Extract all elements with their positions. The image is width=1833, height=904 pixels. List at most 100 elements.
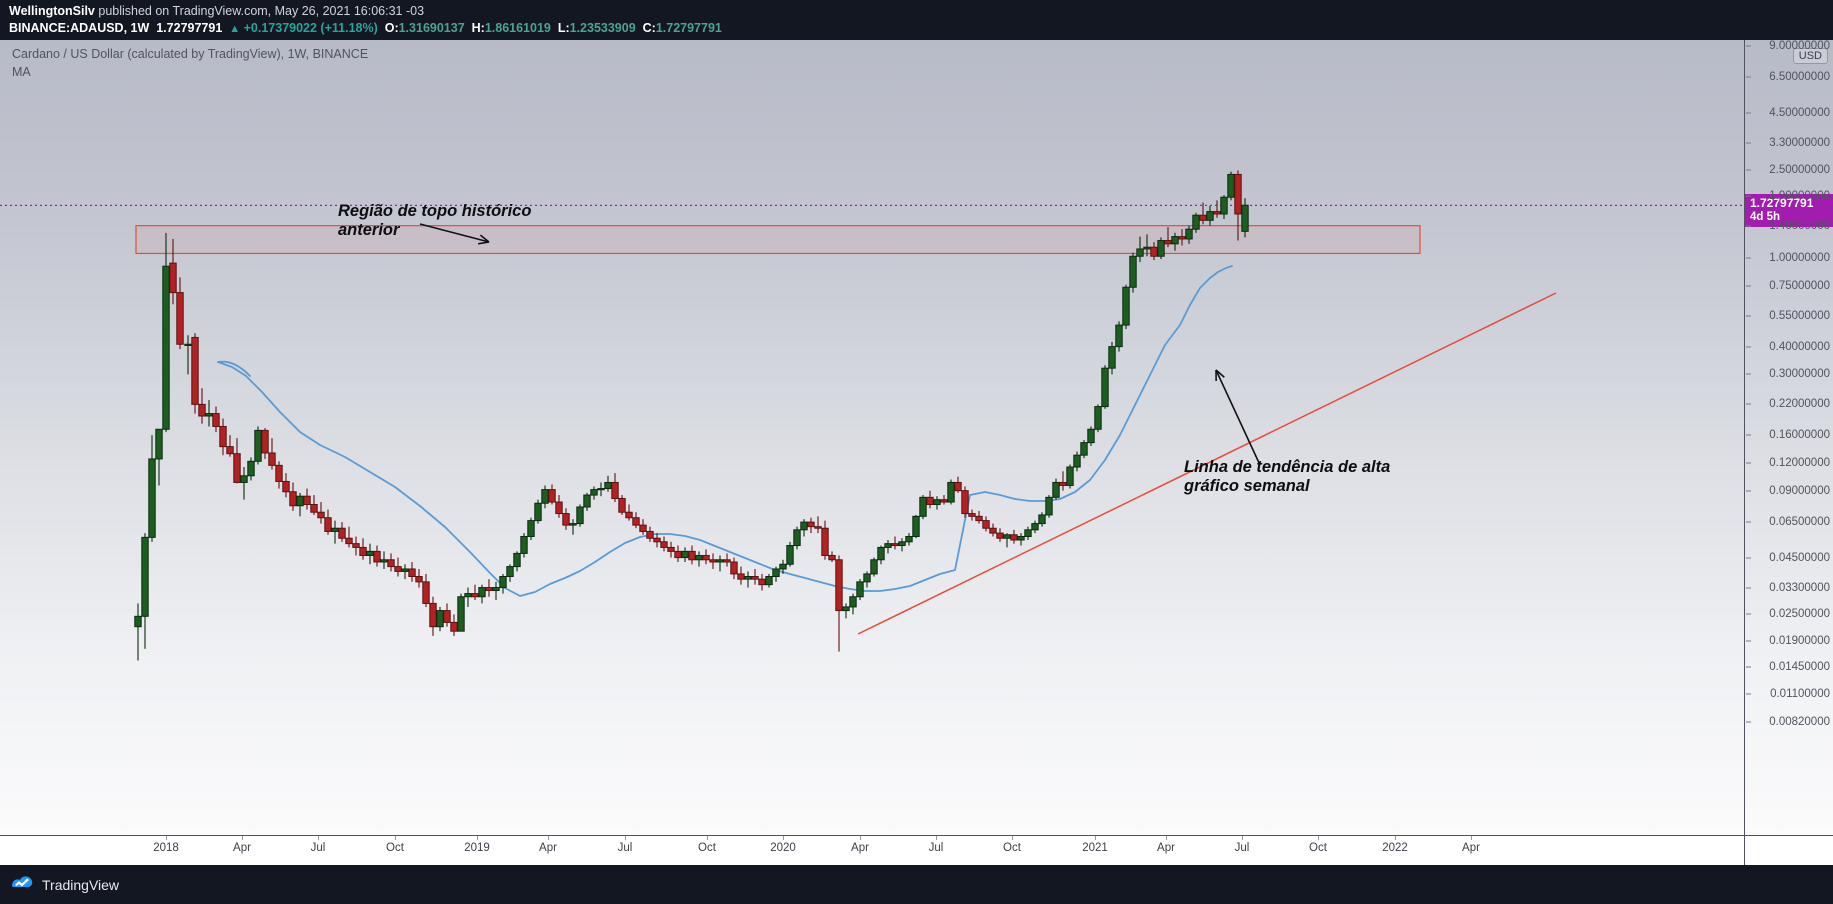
candle-body — [219, 425, 227, 448]
candle — [793, 526, 801, 550]
price-tick-label: 6.50000000 — [1769, 71, 1830, 84]
candle — [863, 571, 871, 588]
footer-bar: TradingView — [0, 865, 1833, 904]
candle-body — [359, 546, 367, 556]
candle-body — [366, 550, 374, 556]
historic-top-region-note: Região de topo histórico anterior — [338, 202, 532, 239]
candle-body — [450, 621, 458, 632]
price-tick-label: 0.00820000 — [1769, 716, 1830, 728]
candle-body — [1157, 240, 1165, 257]
candle — [800, 519, 808, 537]
candle — [674, 545, 682, 562]
price-tick-label: 0.75000000 — [1769, 279, 1830, 292]
candle-body — [162, 265, 170, 430]
time-tick-mark — [860, 836, 861, 840]
candle-body — [464, 593, 472, 598]
time-tick-label: 2022 — [1382, 842, 1408, 854]
candle — [394, 557, 402, 577]
candle-body — [1038, 514, 1046, 525]
candle-body — [1073, 454, 1081, 468]
candle-body — [373, 550, 381, 563]
candle-body — [779, 563, 787, 570]
candle — [877, 545, 885, 565]
price-tick-mark — [1746, 434, 1751, 436]
candle-body — [226, 446, 234, 455]
candle-body — [443, 610, 451, 623]
candle-body — [632, 517, 640, 526]
candle — [275, 461, 283, 489]
candle-body — [331, 527, 339, 532]
candle — [485, 579, 493, 597]
candle-body — [513, 552, 521, 568]
candle-body — [800, 521, 808, 531]
candle-body — [155, 428, 163, 460]
price-tick-label: 0.03300000 — [1769, 581, 1830, 594]
time-tick-mark — [1318, 836, 1319, 840]
candle-body — [1164, 240, 1172, 245]
candle — [919, 495, 927, 520]
candle-body — [1108, 346, 1116, 369]
candle-body — [1136, 248, 1144, 257]
candle-body — [1010, 534, 1018, 541]
price-tick-mark — [1746, 346, 1751, 348]
chart-plot-area[interactable]: Cardano / US Dollar (calculated by Tradi… — [0, 40, 1744, 835]
candle-body — [1101, 367, 1109, 408]
candle — [1143, 234, 1151, 257]
candle-body — [394, 566, 402, 572]
time-tick-label: 2019 — [464, 842, 490, 854]
candle — [723, 553, 731, 567]
candle-body — [134, 615, 142, 628]
price-tick-label: 1.90000000 — [1769, 190, 1830, 203]
price-axis[interactable]: USD 1.72797791 4d 5h 9.00000000 6.5000000… — [1744, 40, 1833, 835]
price-tick-mark — [1746, 587, 1751, 589]
candle-body — [289, 491, 297, 507]
candle — [1038, 512, 1046, 527]
symbol-quote-line: BINANCE:ADAUSD, 1W 1.72797791 ▲ +0.17379… — [9, 20, 1833, 38]
time-tick-mark — [1395, 836, 1396, 840]
time-tick-mark — [477, 836, 478, 840]
candle-body — [1031, 523, 1039, 531]
uptrend-annotation-arrow — [1215, 369, 1261, 466]
candle-body — [303, 495, 311, 505]
candle — [1024, 526, 1032, 540]
candle — [842, 603, 850, 619]
candle-body — [191, 336, 199, 405]
candle — [268, 438, 276, 470]
time-axis[interactable]: 2018 Apr Jul Oct 2019 Apr Jul Oct 2020 Apr Jul Oct 2… — [0, 835, 1833, 866]
historic-top-zone-rect[interactable] — [135, 225, 1421, 255]
weekly-uptrend-line[interactable] — [857, 292, 1557, 635]
candle-body — [457, 596, 465, 632]
candle — [604, 475, 612, 492]
candle — [450, 614, 458, 636]
time-tick-mark — [548, 836, 549, 840]
time-tick-label: Apr — [539, 842, 557, 854]
candle — [289, 482, 297, 511]
candle — [695, 551, 703, 567]
moving-average-stub — [217, 360, 251, 377]
candle — [541, 485, 549, 509]
candle — [639, 519, 647, 535]
candle-body — [310, 503, 318, 513]
candle — [1185, 225, 1193, 244]
candle-body — [527, 520, 535, 537]
candle-body — [401, 568, 409, 572]
candle-body — [821, 527, 829, 556]
time-tick-label: Jul — [617, 842, 633, 854]
candle-body — [681, 550, 689, 559]
candle-body — [653, 537, 661, 543]
candle-body — [849, 596, 857, 608]
price-tick-label: 0.12000000 — [1769, 456, 1830, 469]
candle — [380, 551, 388, 569]
time-tick-label: Oct — [386, 842, 404, 854]
currency-label: USD — [1792, 48, 1828, 64]
candle-body — [408, 568, 416, 578]
candle — [989, 523, 997, 537]
candle — [688, 545, 696, 565]
price-tick-mark — [1746, 142, 1751, 144]
candle — [219, 418, 227, 456]
candle — [884, 539, 892, 554]
time-tick-mark — [318, 836, 319, 840]
price-tick-mark — [1746, 490, 1751, 492]
price-tick-mark — [1746, 315, 1751, 317]
candle-body — [1178, 236, 1186, 240]
